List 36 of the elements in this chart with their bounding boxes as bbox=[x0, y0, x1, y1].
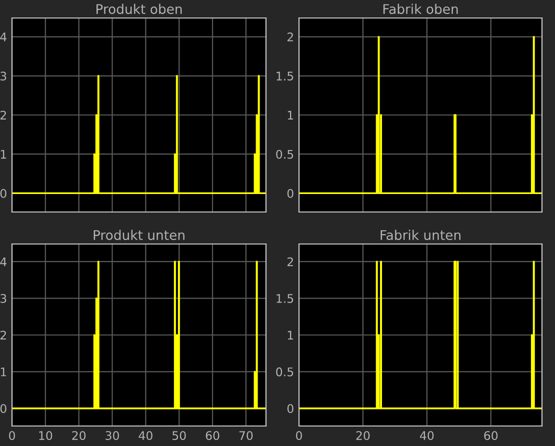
x-tick-label: 70 bbox=[239, 431, 253, 440]
y-tick-label: 4 bbox=[0, 257, 6, 266]
x-tick-label: 10 bbox=[39, 431, 52, 440]
y-tick-label: 1 bbox=[288, 330, 294, 340]
y-tick-label: 1 bbox=[288, 110, 294, 120]
chart-title: Fabrik oben bbox=[383, 4, 458, 14]
x-tick-label: 20 bbox=[72, 431, 86, 440]
y-tick-label: 0 bbox=[287, 404, 294, 414]
chart-title: Produkt unten bbox=[94, 230, 184, 240]
x-tick-label: 40 bbox=[138, 431, 152, 440]
x-tick-label: 60 bbox=[206, 431, 220, 440]
y-tick-label: 2 bbox=[0, 330, 6, 340]
x-tick-label: 30 bbox=[106, 431, 119, 440]
x-tick-label: 40 bbox=[420, 431, 434, 440]
y-tick-label: 1.5 bbox=[276, 72, 294, 81]
y-tick-label: 0.5 bbox=[276, 150, 294, 159]
y-tick-label: 4 bbox=[0, 32, 6, 42]
y-tick-label: 0 bbox=[0, 404, 6, 414]
chart-title: Produkt oben bbox=[96, 4, 182, 14]
y-tick-label: 0 bbox=[287, 188, 294, 198]
chart-title: Fabrik unten bbox=[380, 230, 460, 240]
y-tick-label: 0 bbox=[0, 188, 6, 198]
x-tick-label: 0 bbox=[296, 431, 302, 440]
y-tick-label: 2 bbox=[287, 32, 293, 42]
y-tick-label: 3 bbox=[0, 294, 6, 303]
y-tick-label: 3 bbox=[0, 72, 6, 81]
y-tick-label: 1 bbox=[0, 368, 6, 376]
x-tick-label: 50 bbox=[172, 431, 186, 440]
y-tick-label: 2 bbox=[0, 110, 6, 120]
y-tick-label: 1 bbox=[0, 150, 6, 159]
x-tick-label: 60 bbox=[484, 431, 498, 440]
y-tick-label: 1.5 bbox=[276, 294, 294, 303]
x-tick-label: 20 bbox=[356, 431, 370, 440]
x-tick-label: 0 bbox=[9, 431, 15, 440]
y-tick-label: 2 bbox=[287, 257, 293, 266]
y-tick-label: 0.5 bbox=[276, 367, 294, 376]
